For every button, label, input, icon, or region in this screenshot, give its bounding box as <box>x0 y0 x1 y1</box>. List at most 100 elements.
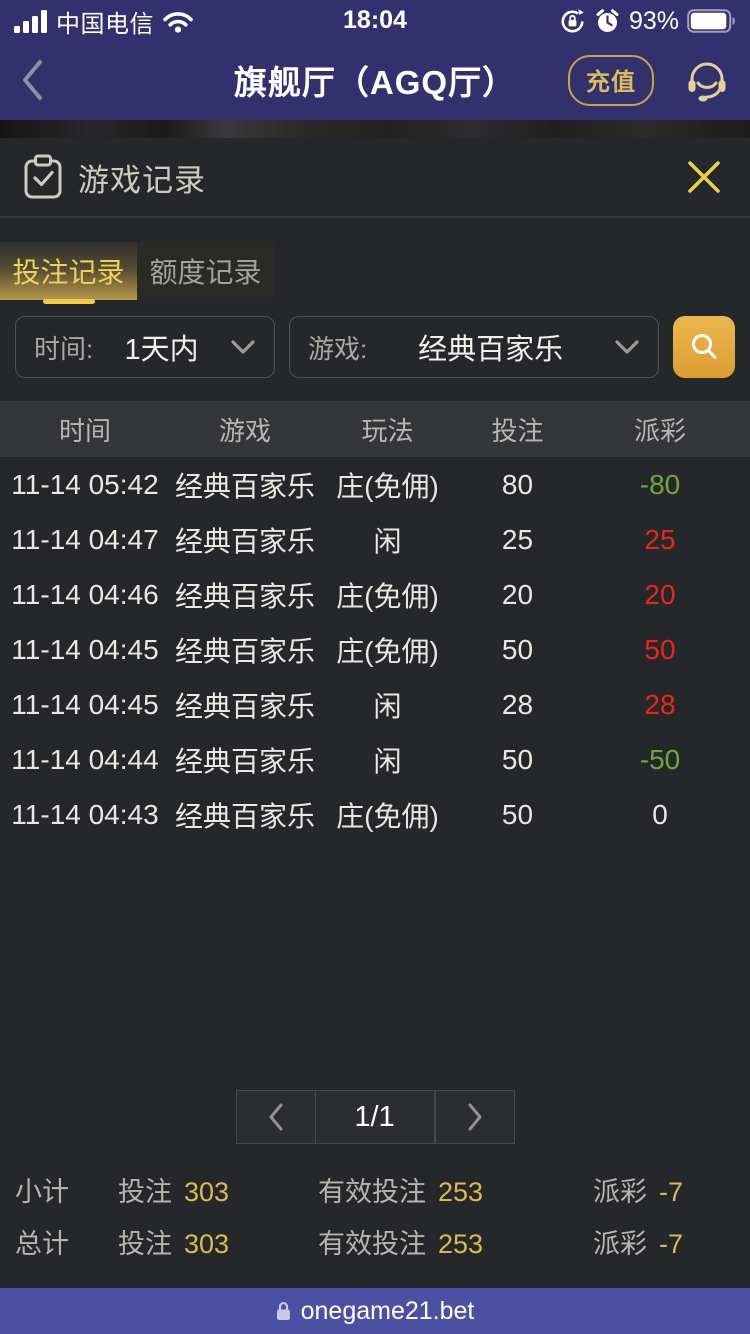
close-icon[interactable] <box>680 153 728 201</box>
customer-service-headset-icon[interactable] <box>684 57 730 103</box>
game-filter-label: 游戏: <box>308 333 368 364</box>
summary-bet-label: 投注 <box>118 1229 172 1259</box>
time-filter-value: 1天内 <box>124 334 199 366</box>
summary-valid-value: 253 <box>438 1177 484 1207</box>
status-right: 93% <box>559 7 736 36</box>
summary-bet-value: 303 <box>184 1229 230 1259</box>
column-header: 派彩 <box>633 415 686 446</box>
time-filter-select[interactable]: 时间: 1天内 <box>15 316 275 378</box>
summary-bet-group: 投注 303 <box>118 1170 318 1209</box>
cell-bet: 25 <box>501 523 534 555</box>
cell-game: 经典百家乐 <box>174 635 315 667</box>
next-page-button[interactable] <box>434 1090 515 1144</box>
cell-payout: -80 <box>639 468 681 500</box>
search-button[interactable] <box>673 316 735 378</box>
cell-payout: -50 <box>639 743 681 775</box>
cell-payout: 20 <box>644 578 676 610</box>
time-filter-label: 时间: <box>34 333 94 364</box>
alarm-clock-icon <box>594 8 621 35</box>
wifi-icon <box>162 10 194 33</box>
lock-icon <box>276 1301 291 1321</box>
summary-payout-label: 派彩 <box>593 1229 647 1259</box>
status-bar: 中国电信 18:04 <box>0 0 750 40</box>
cell-bet: 50 <box>501 798 534 830</box>
cell-play: 闲 <box>373 690 402 722</box>
summary-payout-group: 派彩 -7 <box>593 1170 735 1209</box>
table-row: 11-14 04:43 经典百家乐 庄(免佣) 50 0 <box>0 787 750 842</box>
table-row: 11-14 05:42 经典百家乐 庄(免佣) 80 -80 <box>0 457 750 512</box>
summary-valid-group: 有效投注 253 <box>318 1170 593 1209</box>
cell-time: 11-14 05:42 <box>11 468 159 500</box>
cell-game: 经典百家乐 <box>174 525 315 557</box>
filter-row: 时间: 1天内 游戏: 经典百家乐 <box>15 316 735 378</box>
table-header-row: 时间 游戏 玩法 投注 派彩 <box>0 401 750 457</box>
chevron-down-icon <box>230 339 256 355</box>
status-left: 中国电信 <box>14 4 194 39</box>
recharge-button[interactable]: 充值 <box>568 54 654 106</box>
table-row: 11-14 04:45 经典百家乐 庄(免佣) 50 50 <box>0 622 750 677</box>
cell-bet: 20 <box>501 578 534 610</box>
summary-name: 小计 <box>15 1177 69 1207</box>
summary-bet-label: 投注 <box>118 1177 172 1207</box>
cell-bet: 50 <box>501 743 534 775</box>
summary-valid-group: 有效投注 253 <box>318 1222 593 1261</box>
column-header: 时间 <box>58 415 111 446</box>
cell-time: 11-14 04:45 <box>11 688 159 720</box>
cell-payout: 25 <box>644 523 676 555</box>
carrier-label: 中国电信 <box>56 10 154 38</box>
tab-item[interactable]: 额度记录 <box>137 242 274 300</box>
summary-bet-value: 303 <box>184 1177 230 1207</box>
summary-payout-label: 派彩 <box>593 1177 647 1207</box>
clock-time: 18:04 <box>343 6 407 34</box>
summary-payout-value: -7 <box>659 1229 684 1259</box>
table-row: 11-14 04:45 经典百家乐 闲 28 28 <box>0 677 750 732</box>
summary-row: 总计 投注 303 有效投注 253 派彩 -7 <box>15 1222 735 1260</box>
table-row: 11-14 04:44 经典百家乐 闲 50 -50 <box>0 732 750 787</box>
search-icon <box>688 331 720 363</box>
nav-actions: 充值 <box>568 54 730 106</box>
cell-bet: 50 <box>501 633 534 665</box>
cell-game: 经典百家乐 <box>174 745 315 777</box>
cell-payout: 28 <box>644 688 676 720</box>
signal-strength-icon <box>14 9 48 33</box>
cell-play: 庄(免佣) <box>336 635 439 667</box>
nav-bar: 旗舰厅（AGQ厅） 充值 <box>0 40 750 120</box>
summary-valid-value: 253 <box>438 1229 484 1259</box>
cell-time: 11-14 04:45 <box>11 633 159 665</box>
cell-payout: 0 <box>652 798 668 830</box>
cell-game: 经典百家乐 <box>174 800 315 832</box>
url-text: onegame21.bet <box>300 1296 475 1325</box>
cell-bet: 28 <box>501 688 534 720</box>
cell-play: 闲 <box>373 745 402 777</box>
summary-valid-label: 有效投注 <box>318 1177 426 1207</box>
tab-item[interactable]: 投注记录 <box>0 242 137 300</box>
prev-page-button[interactable] <box>235 1090 316 1144</box>
game-filter-value: 经典百家乐 <box>418 334 564 366</box>
summary-bet-group: 投注 303 <box>118 1222 318 1261</box>
cell-time: 11-14 04:47 <box>11 523 159 555</box>
cell-payout: 50 <box>644 633 676 665</box>
tab-label: 额度记录 <box>149 257 262 288</box>
back-button[interactable] <box>20 56 60 104</box>
summary-row: 小计 投注 303 有效投注 253 派彩 -7 <box>15 1170 735 1208</box>
summary-payout-group: 派彩 -7 <box>593 1222 735 1261</box>
cell-play: 庄(免佣) <box>336 800 439 832</box>
clipboard-check-icon <box>22 154 64 200</box>
top-bar: 中国电信 18:04 <box>0 0 750 120</box>
tab-label: 投注记录 <box>12 257 125 288</box>
page-indicator: 1/1 <box>314 1090 435 1144</box>
cell-game: 经典百家乐 <box>174 470 315 502</box>
game-filter-select[interactable]: 游戏: 经典百家乐 <box>289 316 659 378</box>
record-tabs: 投注记录 额度记录 <box>0 242 750 304</box>
cell-play: 闲 <box>373 525 402 557</box>
summary-section: 小计 投注 303 有效投注 253 派彩 -7 总计 投注 303 <box>0 1156 750 1288</box>
cell-bet: 80 <box>501 468 534 500</box>
column-header: 玩法 <box>361 415 414 446</box>
table-row: 11-14 04:46 经典百家乐 庄(免佣) 20 20 <box>0 567 750 622</box>
table-row: 11-14 04:47 经典百家乐 闲 25 25 <box>0 512 750 567</box>
modal-header: 游戏记录 <box>0 138 750 218</box>
modal-title: 游戏记录 <box>78 162 206 198</box>
column-header: 投注 <box>491 415 544 446</box>
browser-address-bar[interactable]: onegame21.bet <box>0 1288 750 1334</box>
